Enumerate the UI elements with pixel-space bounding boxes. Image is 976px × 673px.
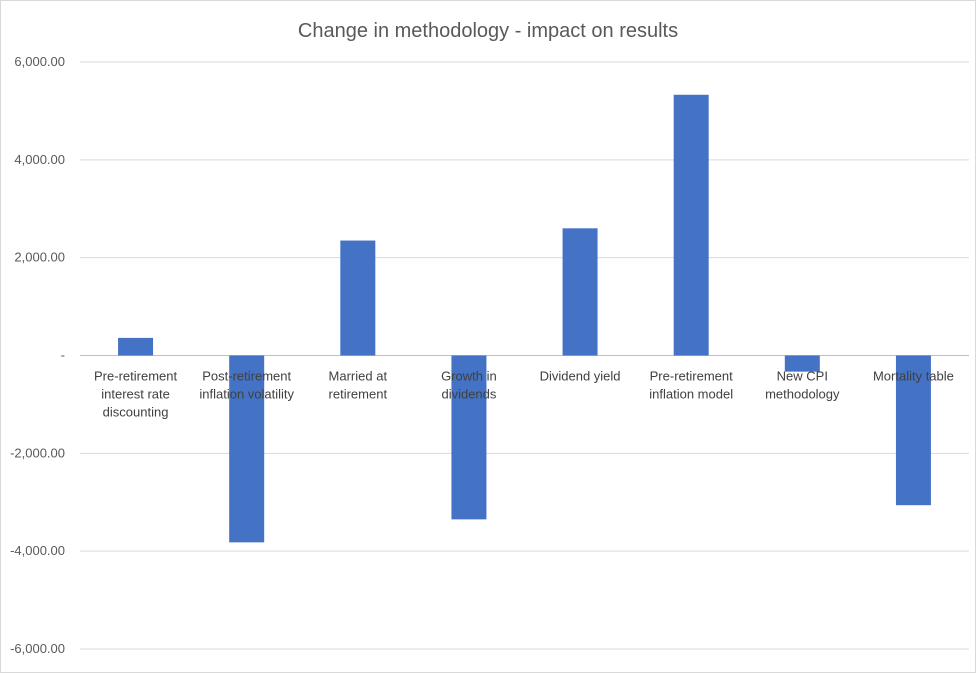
y-tick-label: 2,000.00 [14, 250, 65, 265]
bar [229, 355, 265, 543]
bar [562, 228, 598, 356]
bar [118, 337, 154, 356]
chart-title: Change in methodology - impact on result… [298, 20, 678, 42]
x-category-label: Growth in dividends [441, 369, 497, 402]
x-category-label: Pre-retirement interest rate discounting [94, 369, 177, 420]
y-tick-label: 4,000.00 [14, 152, 65, 167]
x-category-label: New CPI methodology [765, 369, 840, 402]
y-axis: 6,000.00 4,000.00 2,000.00 - -2,000.00 -4,000… [10, 54, 65, 656]
y-tick-label: 6,000.00 [14, 54, 65, 69]
bar [784, 355, 820, 372]
y-tick-label: -6,000.00 [10, 641, 65, 656]
y-tick-label: - [61, 348, 65, 363]
category-labels: Pre-retirement interest rate discounting Po… [94, 369, 954, 420]
bar [895, 355, 931, 506]
x-category-label: Post-retirement inflation volatility [199, 369, 294, 402]
x-category-label: Mortality table [873, 369, 954, 384]
x-category-label: Married at retirement [329, 369, 388, 402]
bar [451, 355, 487, 520]
x-category-label: Pre-retirement inflation model [649, 369, 733, 402]
bar [340, 240, 376, 356]
bar [673, 94, 709, 356]
gridlines [80, 61, 969, 650]
y-tick-label: -4,000.00 [10, 543, 65, 558]
x-category-label: Dividend yield [540, 369, 621, 384]
bars [118, 94, 931, 543]
y-tick-label: -2,000.00 [10, 445, 65, 460]
